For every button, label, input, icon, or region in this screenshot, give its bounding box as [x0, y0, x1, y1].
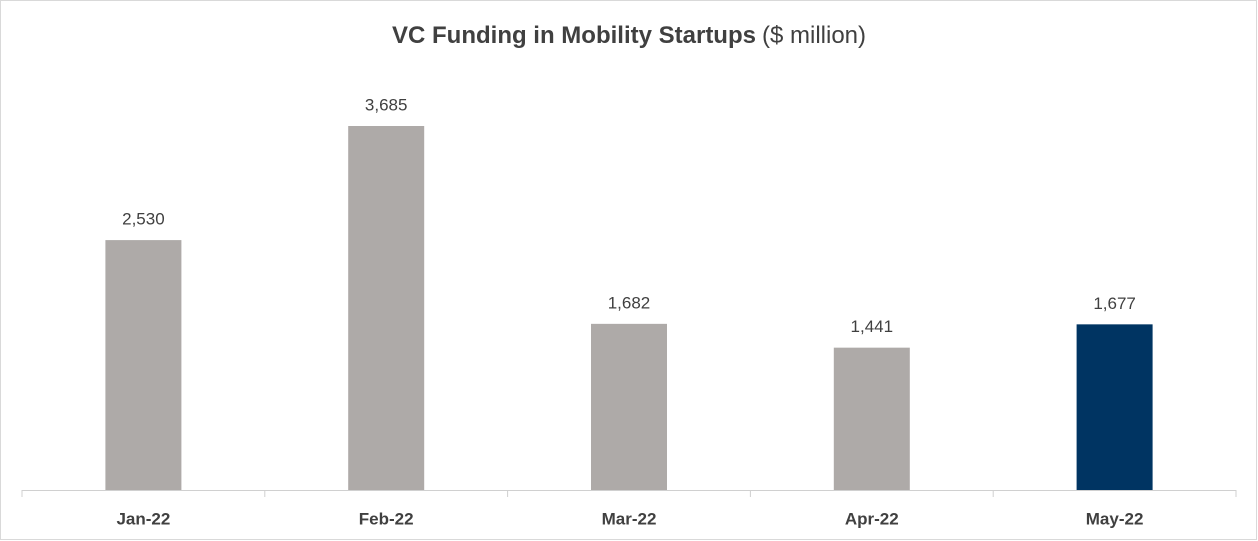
title-unit: ($ million): [762, 22, 866, 49]
data-label: 1,682: [608, 293, 651, 312]
bar: [833, 347, 910, 490]
bar: [1076, 324, 1153, 490]
data-label: 1,441: [851, 317, 894, 336]
data-label: 3,685: [365, 95, 408, 114]
x-tick-label: Mar-22: [602, 509, 657, 528]
data-label: 1,677: [1093, 294, 1136, 313]
x-tick-label: May-22: [1086, 509, 1144, 528]
bar: [105, 240, 182, 490]
x-tick-label: Jan-22: [116, 509, 170, 528]
x-tick-label: Apr-22: [845, 509, 899, 528]
title-main: VC Funding in Mobility Startups: [392, 22, 756, 49]
bar: [348, 126, 425, 490]
bar: [591, 323, 667, 490]
x-tick-label: Feb-22: [359, 509, 414, 528]
data-label: 2,530: [122, 210, 165, 229]
chart-title: VC Funding in Mobility Startups ($ millio…: [392, 22, 866, 49]
